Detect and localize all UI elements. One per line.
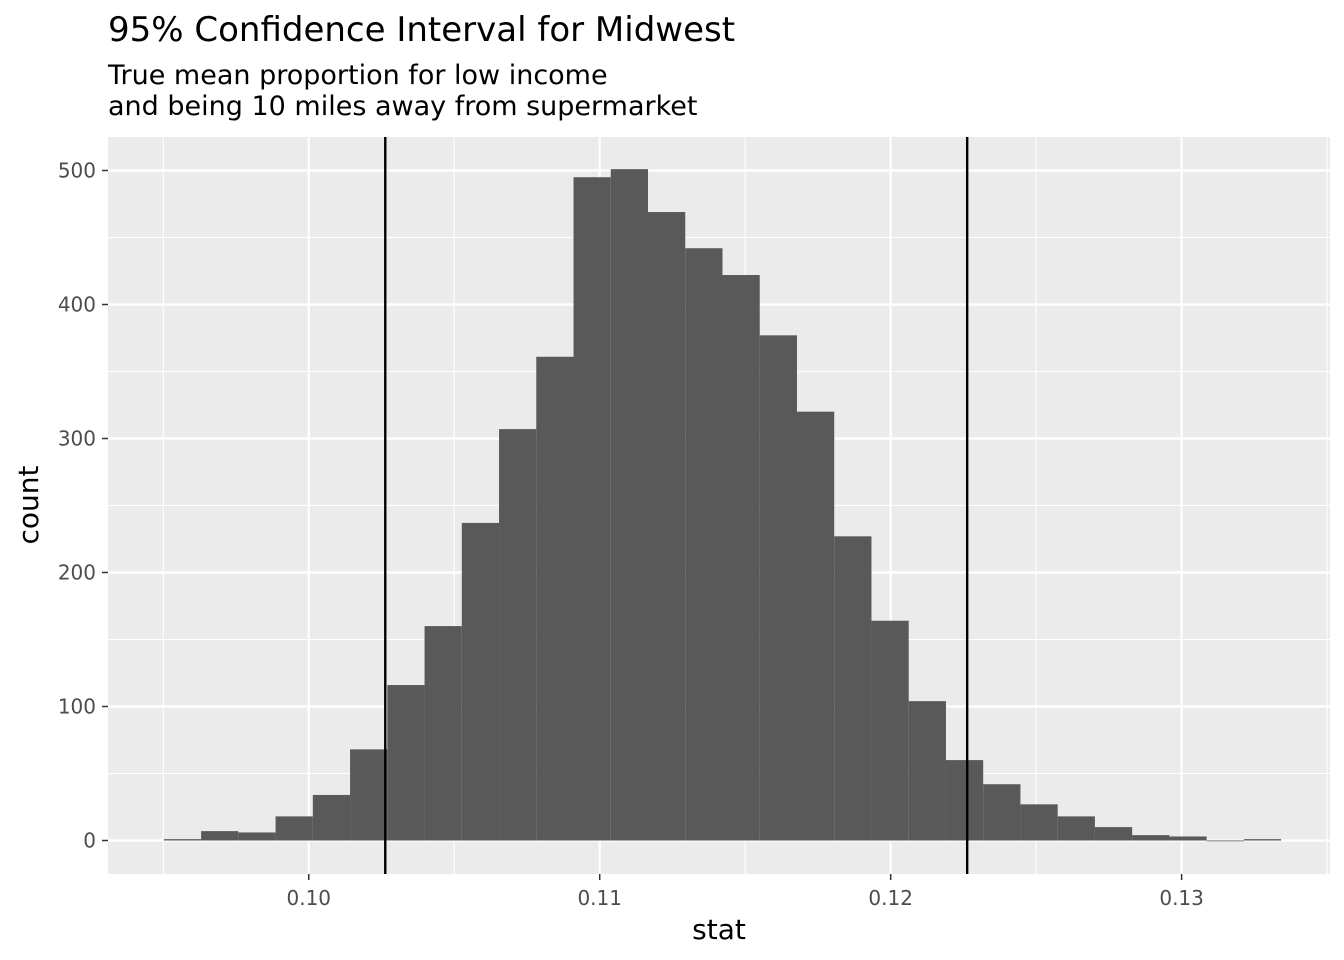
histogram-bar [461,522,500,841]
chart-subtitle-line-1: True mean proportion for low income [107,60,608,91]
histogram-bar [499,429,537,841]
y-tick-label: 500 [58,159,96,183]
histogram-bar [796,411,835,841]
y-axis-ticks: 0 100 200 300 400 500 [58,159,108,853]
histogram-bar [1057,816,1095,841]
histogram-bar [722,275,760,841]
x-axis-title: stat [692,913,746,946]
chart-title: 95% Confidence Interval for Midwest [108,10,735,50]
histogram-bar [201,831,239,841]
histogram-bar [871,620,909,841]
chart-subtitle-line-2: and being 10 miles away from supermarket [108,91,698,122]
histogram-bar [1243,839,1282,841]
histogram-bar [685,248,723,841]
histogram-bar [908,701,946,841]
histogram-bar [945,760,984,841]
histogram-bar [1020,804,1058,841]
x-tick-label: 0.11 [577,886,622,910]
histogram-bar [163,839,202,841]
y-tick-label: 300 [58,427,96,451]
histogram-bar [350,749,388,841]
y-tick-label: 0 [83,829,96,853]
y-tick-label: 200 [58,561,96,585]
x-tick-label: 0.10 [286,886,331,910]
y-axis-title: count [12,465,45,544]
y-tick-label: 400 [58,293,96,317]
histogram-bar [983,784,1021,841]
histogram-bar [312,794,351,841]
y-tick-label: 100 [58,695,96,719]
histogram-bar [536,356,574,841]
histogram-bar [759,335,797,841]
histogram-bar [1132,835,1170,841]
histogram-bar [238,832,276,841]
x-tick-label: 0.12 [868,886,913,910]
histogram-bar [424,626,462,841]
histogram-bar [648,212,686,841]
histogram-bar [1206,840,1244,842]
histogram-bar [387,685,425,841]
confidence-interval-lines [384,137,969,874]
x-tick-label: 0.13 [1159,886,1204,910]
histogram-bar [834,536,872,841]
x-axis-ticks: 0.10 0.11 0.12 0.13 [286,874,1204,910]
histogram-bar [573,177,611,841]
histogram-bar [1169,836,1207,841]
histogram-bar [1094,827,1133,841]
histogram-bars [163,169,1282,842]
histogram-bar [610,169,649,841]
histogram-bar [275,816,313,841]
